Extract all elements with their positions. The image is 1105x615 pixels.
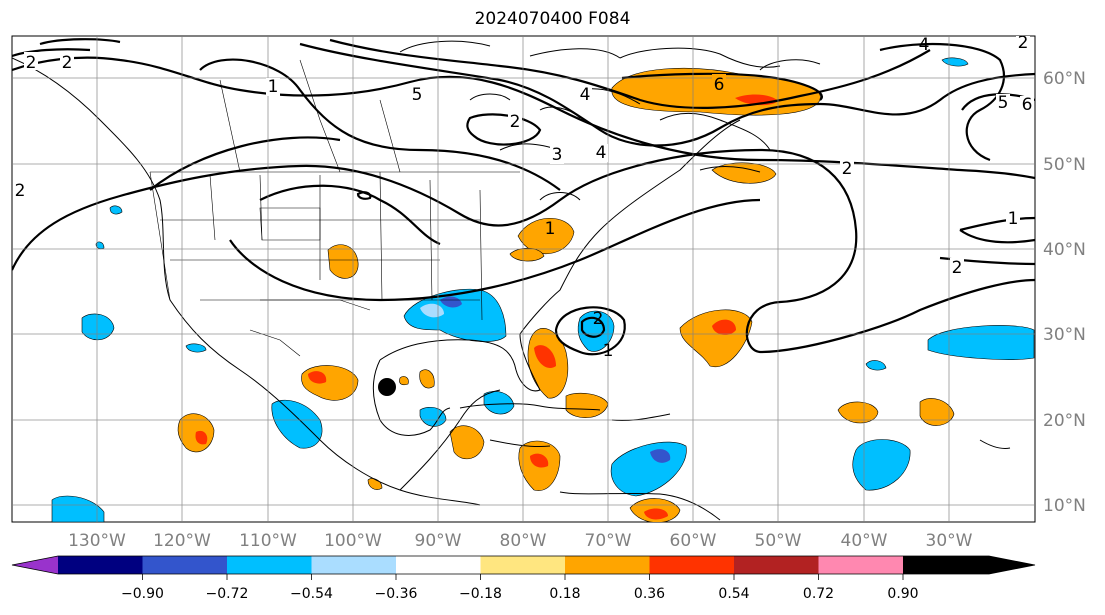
contour-label: 6 — [714, 75, 725, 95]
lat-label: 40°N — [1043, 240, 1086, 260]
contour-label: 2 — [15, 181, 26, 201]
colorbar-swatch — [649, 556, 734, 574]
colorbar-swatch — [58, 556, 143, 574]
anomaly-midatlantic-far1 — [837, 401, 879, 424]
lon-label: 100°W — [324, 531, 382, 551]
contour-label: 2 — [510, 112, 521, 132]
hurricane-marker — [378, 378, 396, 396]
contour-label: 4 — [580, 85, 591, 105]
colorbar-tick-label: −0.54 — [290, 586, 333, 602]
colorbar-swatch — [565, 556, 650, 574]
anomaly-caribbean-core — [530, 453, 549, 468]
lat-label: 20°N — [1043, 411, 1086, 431]
anomaly-greenland-east — [941, 57, 969, 67]
colorbar-tick-label: −0.72 — [206, 586, 249, 602]
lon-label: 90°W — [415, 531, 462, 551]
colorbar-swatch — [480, 556, 565, 574]
longitude-labels: 130°W 120°W 110°W 100°W 90°W 80°W 70°W 6… — [68, 531, 973, 551]
anomaly-southeast-us — [403, 288, 507, 342]
lon-label: 120°W — [153, 531, 211, 551]
anomaly-honduras — [449, 425, 485, 460]
anomaly-gulf-small1 — [419, 369, 435, 389]
colorbar-tick-label: 0.72 — [803, 586, 834, 602]
lat-label: 10°N — [1043, 496, 1086, 516]
lon-label: 130°W — [68, 531, 126, 551]
anomaly-pacific-core — [195, 430, 208, 445]
anomaly-newfoundland — [711, 162, 777, 184]
contour-label: 4 — [596, 143, 607, 163]
anomaly-florida-small — [399, 376, 409, 386]
contour-label: 2 — [952, 258, 963, 278]
colorbar-swatch — [12, 556, 58, 574]
colorbar-tick-label: 0.90 — [887, 586, 918, 602]
contour-label: 4 — [919, 35, 930, 55]
political-borders — [149, 59, 520, 357]
contour-label: 1 — [545, 219, 556, 239]
colorbar-swatch — [734, 556, 819, 574]
lon-label: 80°W — [500, 531, 547, 551]
lat-label: 60°N — [1043, 69, 1086, 89]
contour-label: 2 — [26, 53, 37, 73]
contour-label: 2 — [593, 309, 604, 329]
contour-label: 6 — [1022, 95, 1033, 115]
anomaly-bahamas-core — [534, 345, 556, 368]
anomaly-southamerica-core — [644, 508, 668, 520]
colorbar-tick-label: 0.18 — [549, 586, 580, 602]
anomaly-southeast-us-core — [440, 296, 462, 308]
contour-label: 5 — [412, 85, 423, 105]
lon-label: 40°W — [841, 531, 888, 551]
colorbar-swatch — [227, 556, 312, 574]
anomaly-pacific-small — [185, 343, 207, 353]
colorbar-tick-label: −0.18 — [459, 586, 502, 602]
anomaly-atlantic-small — [865, 360, 887, 371]
contour-label: 1 — [268, 77, 279, 97]
lon-label: 110°W — [239, 531, 297, 551]
map-title: 2024070400 F084 — [474, 9, 631, 29]
lon-label: 60°W — [670, 531, 717, 551]
lat-label: 50°N — [1043, 155, 1086, 175]
latitude-labels: 60°N 50°N 40°N 30°N 20°N 10°N — [1043, 69, 1086, 516]
colorbar-tick-label: 0.54 — [718, 586, 749, 602]
contour-label: 2 — [1018, 33, 1029, 53]
contour-label: 5 — [998, 93, 1009, 113]
colorbar-tick-label: 0.36 — [634, 586, 665, 602]
colorbar-swatch — [903, 556, 1035, 574]
contour-label: 1 — [603, 341, 614, 361]
colorbar-swatch — [142, 556, 227, 574]
contour-label: 2 — [842, 159, 853, 179]
colorbar-outline — [11, 555, 1036, 575]
anomaly-mexico-west-core — [308, 371, 327, 384]
lon-label: 70°W — [585, 531, 632, 551]
lat-label: 30°N — [1043, 325, 1086, 345]
anomaly-hurricane — [577, 310, 615, 352]
contour-label: 1 — [1008, 209, 1019, 229]
graticule — [12, 36, 1035, 522]
anomaly-pacific-north — [81, 313, 115, 341]
lon-label: 30°W — [926, 531, 973, 551]
anomaly-midatlantic-far2 — [919, 398, 955, 426]
anomaly-atlantic-east-core — [712, 319, 736, 335]
colorbar-swatch — [396, 556, 481, 574]
contour-label: 2 — [62, 53, 73, 73]
anomaly-mexico-south — [271, 399, 323, 449]
anomaly-pacific-south — [51, 495, 105, 522]
colorbar-swatch — [818, 556, 903, 574]
anomaly-caribbean-east-core — [650, 449, 671, 463]
contour-label-group: 2 2 2 1 5 4 2 3 4 6 2 1 2 5 6 2 1 1 2 4 — [15, 33, 1034, 361]
colorbar-tick-label: −0.90 — [121, 586, 164, 602]
anomaly-shading — [51, 57, 1035, 522]
anomaly-sw-small — [109, 205, 123, 215]
anomaly-plains — [327, 244, 359, 279]
contour-label: 3 — [552, 145, 563, 165]
anomaly-atlantic-central — [852, 439, 911, 491]
colorbar: −0.90 −0.72 −0.54 −0.36 −0.18 0.18 0.36 … — [11, 555, 1036, 602]
lon-label: 50°W — [755, 531, 802, 551]
colorbar-tick-label: −0.36 — [375, 586, 418, 602]
colorbar-ticks — [142, 574, 904, 580]
colorbar-swatch — [311, 556, 396, 574]
